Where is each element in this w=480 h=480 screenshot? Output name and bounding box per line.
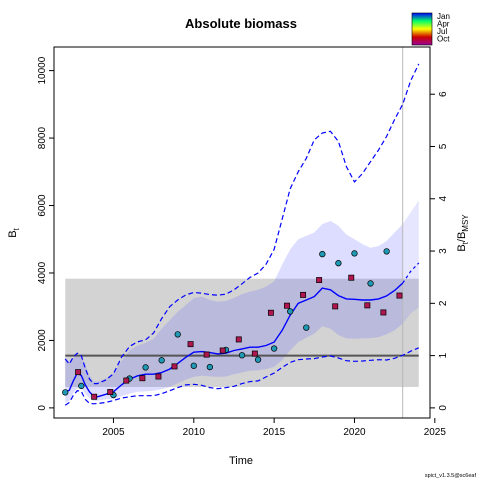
biomass-forecast-line — [402, 262, 420, 284]
index-point-q1 — [287, 308, 294, 315]
season-legend: Jan Apr Jul Oct — [411, 12, 450, 46]
y-tick-label: 6000 — [37, 194, 48, 217]
index-point-q1 — [319, 250, 326, 258]
y2-tick-label: 6 — [438, 91, 449, 97]
index-point-q4 — [139, 375, 146, 382]
y2-tick-label: 3 — [438, 248, 449, 254]
index-point-q4 — [364, 302, 371, 309]
index-point-q4 — [316, 277, 323, 284]
y2-tick-label: 4 — [438, 196, 449, 202]
index-point-q1 — [367, 280, 374, 287]
index-point-q4 — [300, 291, 307, 298]
index-point-q4 — [348, 274, 355, 281]
index-point-q1 — [142, 364, 149, 371]
season-color-bar — [411, 12, 433, 46]
index-point-q1 — [335, 260, 342, 267]
y2-tick-label: 5 — [438, 143, 449, 149]
prediction-upper-line — [64, 63, 420, 385]
index-point-q4 — [332, 303, 339, 310]
x-tick-label: 2010 — [183, 427, 206, 438]
index-point-q1 — [254, 356, 262, 363]
index-point-q4 — [75, 369, 82, 376]
index-point-q4 — [219, 347, 226, 354]
y-tick-label: 2000 — [37, 329, 48, 352]
index-point-q4 — [284, 302, 290, 309]
index-point-q4 — [171, 363, 178, 370]
index-point-q1 — [238, 352, 246, 359]
bmsy-ci-band — [65, 278, 419, 387]
legend-label-apr: Apr — [437, 20, 450, 29]
legend-label-oct: Oct — [437, 35, 450, 44]
plot-frame — [53, 46, 431, 419]
version-footer: spict_v1.3.5@sc6eaf — [425, 473, 477, 479]
x-tick-label: 2020 — [343, 427, 366, 438]
index-point-q1 — [351, 250, 358, 257]
index-point-q4 — [203, 351, 210, 358]
y-tick-label: 10000 — [37, 56, 48, 84]
index-point-q1 — [383, 248, 390, 255]
x-tick-label: 2025 — [424, 427, 447, 438]
forecast-ci-band — [402, 200, 419, 324]
y2-axis-label: Bt/BMSY — [456, 214, 470, 252]
index-point-q1 — [158, 357, 165, 364]
y2-tick-label: 2 — [438, 300, 449, 306]
index-point-q4 — [396, 292, 403, 299]
biomass-ci-band — [65, 221, 403, 403]
x-tick-label: 2015 — [263, 427, 286, 438]
index-point-q4 — [267, 309, 274, 316]
index-point-q4 — [380, 309, 387, 316]
index-point-q4 — [235, 336, 242, 343]
index-point-q1 — [303, 324, 310, 331]
index-point-q4 — [123, 377, 130, 384]
index-point-q4 — [251, 350, 258, 357]
index-point-q4 — [187, 341, 194, 348]
index-point-q4 — [155, 373, 162, 380]
y-tick-label: 8000 — [37, 127, 48, 150]
axes: 2005 2010 2015 2020 202502000400060008000100… — [37, 46, 449, 438]
index-point-q1 — [174, 331, 181, 338]
index-point-q1 — [206, 363, 214, 371]
y-axis-label: Bt — [7, 227, 21, 237]
y2-tick-label: 0 — [438, 405, 449, 411]
index-point-q1 — [190, 362, 197, 369]
y2-tick-label: 1 — [438, 352, 449, 358]
plot-area — [62, 47, 420, 418]
index-point-q1 — [270, 345, 278, 352]
legend-label-jan: Jan — [437, 12, 450, 21]
x-axis-label: Time — [229, 455, 253, 467]
y-tick-label: 0 — [37, 405, 48, 411]
x-tick-label: 2005 — [102, 427, 125, 438]
legend-label-jul: Jul — [437, 27, 447, 36]
prediction-lower-line — [64, 347, 420, 406]
index-point-q4 — [107, 389, 114, 395]
chart-title: Absolute biomass — [185, 16, 297, 31]
index-point-q4 — [91, 393, 98, 400]
index-point-q1 — [62, 389, 69, 396]
y-tick-label: 4000 — [37, 261, 48, 284]
index-point-q1 — [78, 382, 85, 390]
